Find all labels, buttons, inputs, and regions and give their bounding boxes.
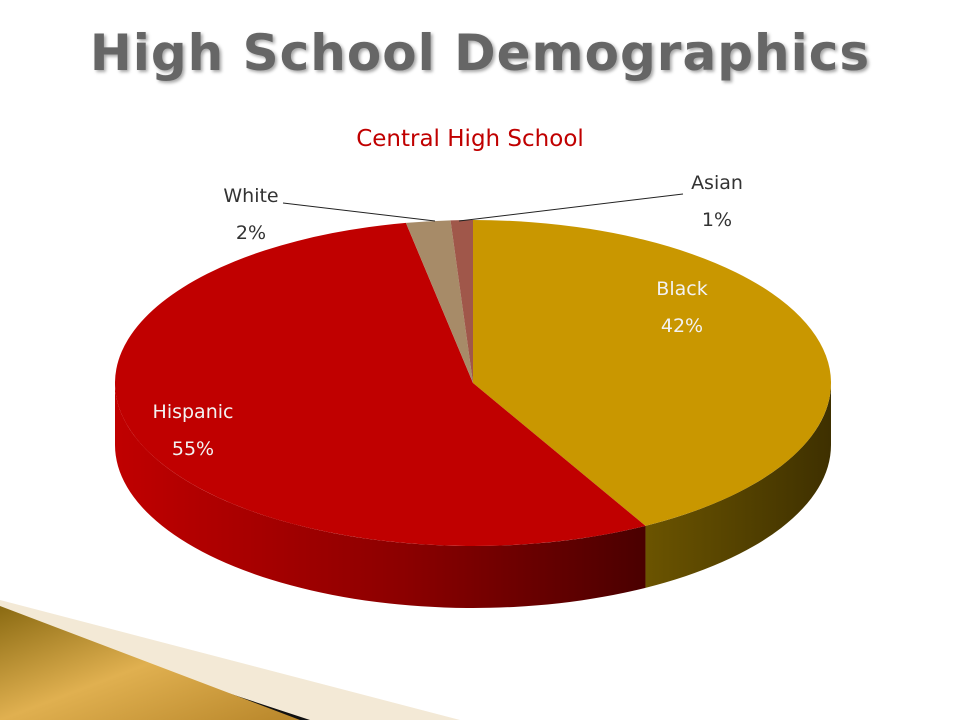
leader-lines bbox=[282, 193, 684, 222]
pie-slice-white bbox=[405, 220, 473, 383]
data-labels: Black 42% Hispanic 55% White 2% Asian 1% bbox=[153, 172, 743, 460]
chart-title: Central High School bbox=[356, 126, 584, 152]
percent-label: 42% bbox=[661, 315, 703, 337]
pie-slice-asian bbox=[450, 220, 473, 383]
category-label: Asian bbox=[691, 172, 743, 194]
pie-slice-black bbox=[473, 220, 832, 526]
leader-line-asian bbox=[458, 193, 684, 222]
deco-gold-band bbox=[0, 606, 300, 720]
leader-line-white bbox=[282, 202, 436, 222]
corner-decoration bbox=[0, 600, 460, 720]
data-label-black: Black 42% bbox=[656, 278, 707, 337]
pie-slice-hispanic bbox=[114, 222, 646, 547]
pie-side-black bbox=[645, 383, 831, 588]
slide-title: High School Demographics bbox=[89, 24, 871, 82]
pie-side-walls bbox=[114, 383, 831, 609]
percent-label: 1% bbox=[702, 209, 732, 231]
percent-label: 2% bbox=[236, 222, 266, 244]
data-label-hispanic: Hispanic 55% bbox=[153, 401, 234, 460]
data-label-asian: Asian 1% bbox=[691, 172, 743, 231]
pie-top-faces bbox=[114, 220, 832, 547]
category-label: Hispanic bbox=[153, 401, 234, 423]
percent-label: 55% bbox=[172, 438, 214, 460]
data-label-white: White 2% bbox=[223, 185, 278, 244]
category-label: White bbox=[223, 185, 278, 207]
category-label: Black bbox=[656, 278, 707, 300]
pie-side-hispanic bbox=[114, 383, 646, 609]
